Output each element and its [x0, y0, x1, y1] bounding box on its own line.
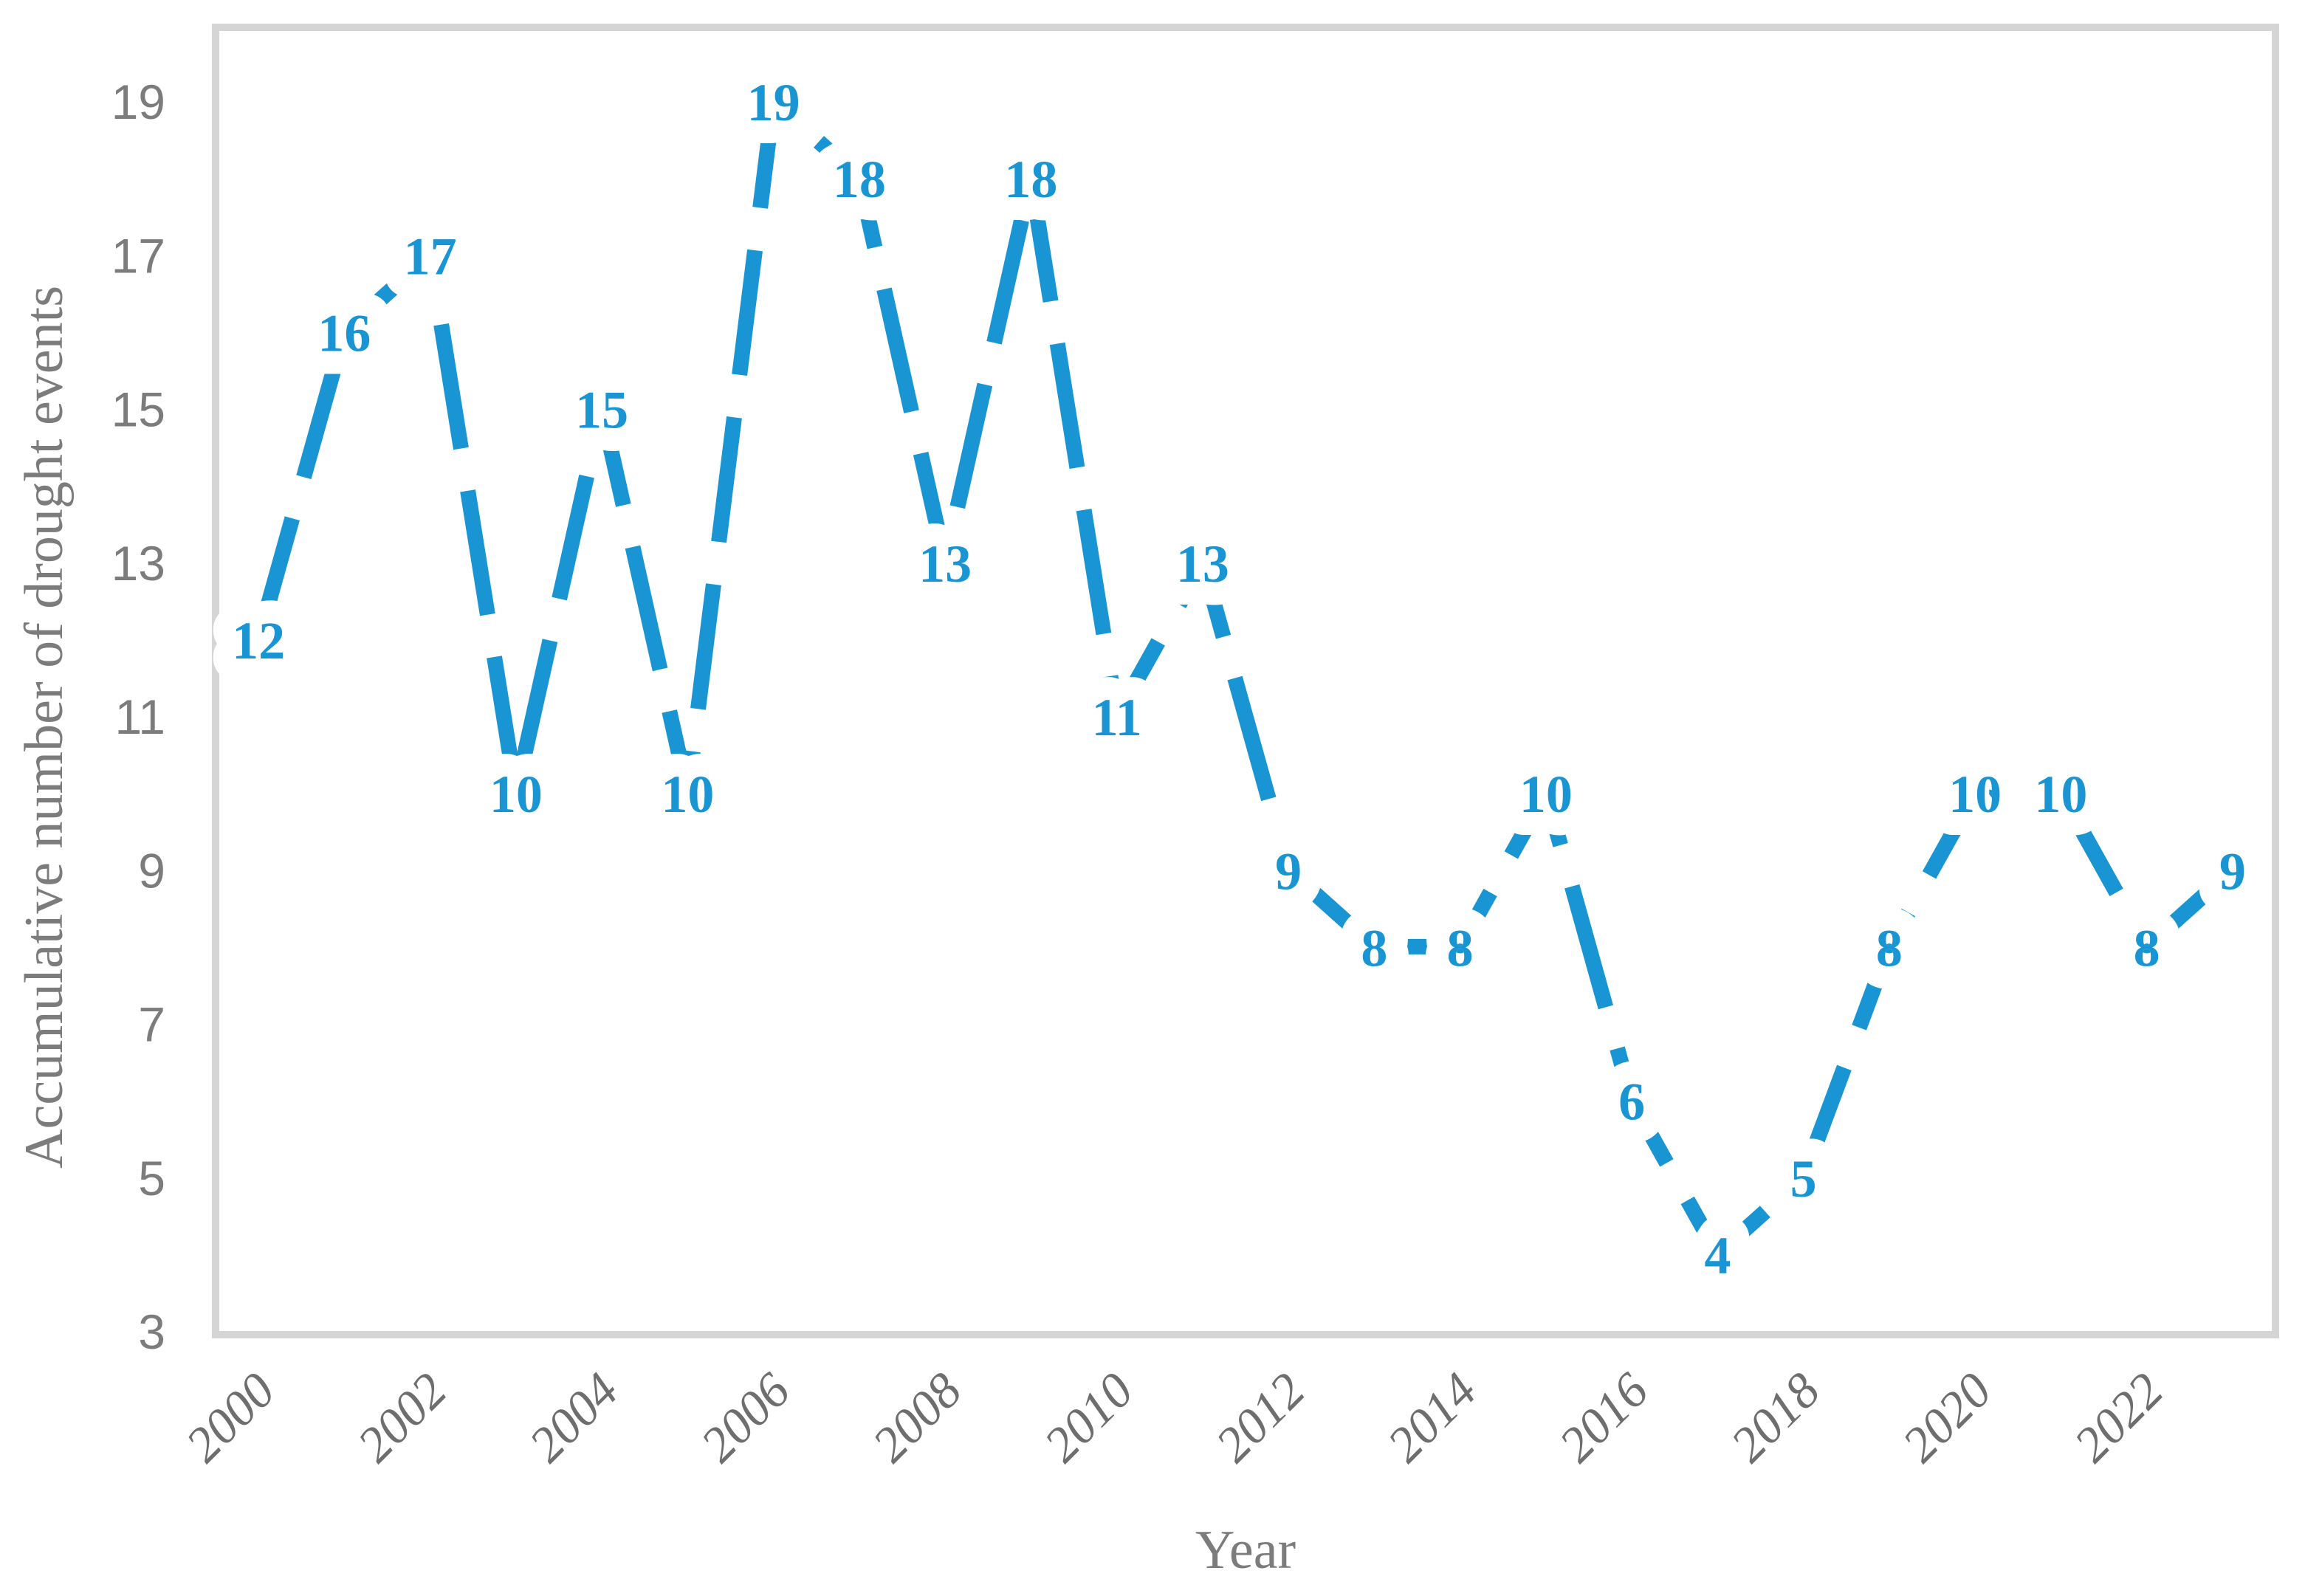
y-tick-label: 13 [111, 536, 165, 591]
y-tick-label: 3 [138, 1304, 165, 1359]
x-tick-label: 2012 [1205, 1362, 1316, 1473]
data-label: 17 [404, 227, 457, 286]
x-tick-label: 2020 [1892, 1362, 2002, 1473]
data-label: 18 [1004, 150, 1057, 209]
data-label: 8 [2134, 918, 2160, 977]
data-label: 8 [1876, 918, 1903, 977]
data-label: 6 [1618, 1073, 1645, 1132]
series-group [250, 93, 2238, 1262]
data-label: 10 [489, 765, 543, 824]
data-label: 5 [1790, 1149, 1817, 1208]
y-tick-label: 11 [114, 689, 165, 744]
y-axis-tick-labels: 19 17 15 13 11 9 7 5 3 [111, 75, 165, 1359]
y-tick-label: 5 [138, 1151, 165, 1205]
data-label: 10 [661, 765, 714, 824]
x-tick-label: 2000 [175, 1362, 286, 1473]
data-label: 11 [1092, 688, 1142, 747]
y-tick-label: 15 [111, 382, 165, 437]
data-label: 8 [1447, 918, 1474, 977]
data-label: 9 [2219, 842, 2246, 901]
data-label: 10 [1519, 765, 1573, 824]
data-label: 9 [1275, 842, 1302, 901]
x-tick-label: 2006 [690, 1362, 800, 1473]
data-label: 19 [747, 73, 800, 132]
data-label: 15 [575, 381, 628, 440]
x-tick-label: 2010 [1033, 1362, 1144, 1473]
data-label: 16 [317, 303, 371, 362]
x-tick-label: 2022 [2063, 1362, 2174, 1473]
y-tick-label: 9 [138, 843, 165, 898]
x-axis-title: Year [1195, 1520, 1296, 1580]
x-tick-label: 2002 [346, 1362, 457, 1473]
x-tick-label: 2014 [1376, 1362, 1487, 1473]
x-tick-label: 2004 [518, 1362, 629, 1473]
x-tick-label: 2016 [1548, 1362, 1659, 1473]
y-tick-label: 7 [138, 997, 165, 1052]
data-label: 12 [232, 611, 285, 670]
data-label: 13 [918, 534, 972, 594]
x-tick-label: 2008 [862, 1362, 972, 1473]
data-label: 13 [1176, 534, 1229, 594]
y-axis-title: Accumulative number of drought events [14, 286, 75, 1169]
x-axis-tick-labels: 2000 2002 2004 2006 2008 2010 2012 2014 2016 2018… [175, 1362, 2174, 1473]
y-tick-label: 19 [111, 75, 165, 129]
plot-area-border [212, 24, 2279, 1338]
y-tick-label: 17 [111, 228, 165, 283]
data-label: 4 [1704, 1226, 1731, 1285]
data-label: 10 [1948, 765, 2002, 824]
x-tick-label: 2018 [1720, 1362, 1830, 1473]
series-line [250, 93, 2238, 1262]
data-label: 8 [1361, 918, 1387, 977]
data-label: 18 [833, 150, 886, 209]
data-label: 10 [2034, 765, 2087, 824]
